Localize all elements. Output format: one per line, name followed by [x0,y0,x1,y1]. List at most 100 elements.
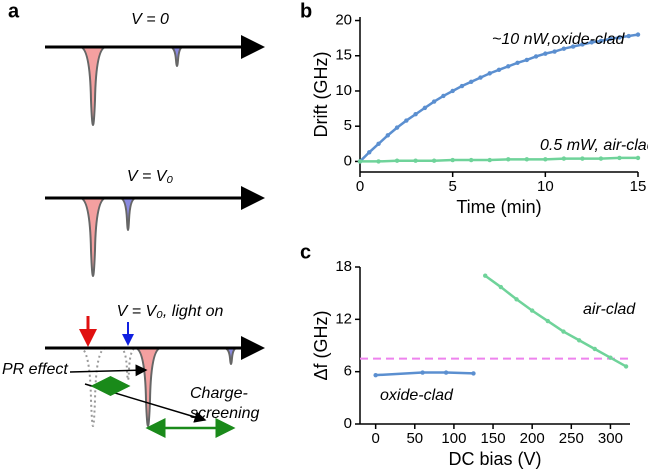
point [478,75,483,80]
red-dip [79,46,107,126]
point [376,141,381,147]
point [431,158,437,163]
y-tick-label: 6 [344,363,352,380]
y-axis-label: Drift (GHz) [311,52,331,138]
point [524,57,529,63]
x-tick-label: 0 [371,430,379,447]
x-tick-label: 50 [406,430,423,447]
blue-dip [223,347,238,365]
series-line [360,156,638,163]
point [422,105,428,111]
point [545,318,551,324]
point [469,157,474,163]
point [524,157,529,162]
point [496,67,502,73]
point [598,156,604,161]
point [514,297,519,302]
panel-label: a [8,0,20,22]
point [450,157,455,163]
point [431,99,437,104]
x-tick-label: 150 [481,430,506,447]
series-label: ~10 nW,oxide-clad [492,31,625,48]
y-tick-label: 12 [335,310,352,327]
y-tick-label: 0 [344,152,352,169]
state-label: V = V₀, light on [117,303,224,320]
x-tick-label: 0 [356,178,364,195]
red-dip [134,347,162,427]
point [515,60,520,65]
point [623,364,629,369]
point [552,49,557,54]
cs-label: Charge- [190,385,248,402]
x-tick-label: 200 [520,430,545,447]
old-dip [119,347,137,381]
cs-label: screening [190,405,259,422]
panel-label: b [300,0,312,22]
point [592,346,597,352]
point [459,83,465,89]
point [471,371,476,376]
point [580,42,585,47]
state-label: V = V₀ [127,168,174,185]
point [626,33,631,39]
series-label: 0.5 mW, air-clad [540,137,648,154]
point [617,35,622,40]
state-label: V = 0 [131,11,169,28]
x-axis-label: DC bias (V) [448,449,541,469]
pointer [69,364,148,377]
point [506,64,511,69]
point [543,157,548,162]
point [561,156,567,161]
pr-label: PR effect [2,361,68,378]
series-label: air-clad [583,301,636,318]
point [394,125,400,130]
series-label: oxide-clad [380,387,454,404]
point [413,112,418,117]
chart: b 0 5 10 15 0 5 10 15 20 Time (min) Drift (GHz) ~10 … [300,0,648,216]
point [376,159,381,164]
point [394,158,400,163]
point [576,338,582,343]
point [487,157,492,163]
point [450,88,455,94]
point [589,40,594,45]
y-tick-label: 18 [335,258,352,275]
point [529,308,535,313]
point [367,150,372,155]
point [570,44,576,49]
point [608,355,613,360]
point [598,38,604,44]
point [498,284,504,290]
point [635,32,641,37]
point [561,329,566,334]
point [487,71,492,76]
point [506,157,511,162]
point [420,370,425,375]
x-tick-label: 5 [448,178,456,195]
series-line [375,371,474,377]
point [580,156,585,161]
x-tick-label: 15 [630,178,647,195]
series-line [484,274,627,368]
y-tick-label: 0 [344,415,352,432]
point [373,372,378,378]
y-tick-label: 10 [335,82,352,99]
red-dip [79,197,107,277]
panel-a: a V = 0 V = V₀ V = V₀, light on PR effec… [2,0,265,438]
point [617,155,622,161]
point [357,159,363,164]
point [533,54,539,59]
y-tick-label: 5 [344,117,352,134]
point [404,118,409,123]
point [413,158,418,163]
point [441,93,446,99]
x-axis-label: Time (min) [456,197,541,217]
point [635,155,641,161]
x-tick-label: 10 [537,178,554,195]
point [608,36,613,42]
blue-dip [169,46,184,67]
old-dip [79,347,107,427]
x-tick-label: 250 [559,430,584,447]
x-tick-label: 100 [441,430,466,447]
